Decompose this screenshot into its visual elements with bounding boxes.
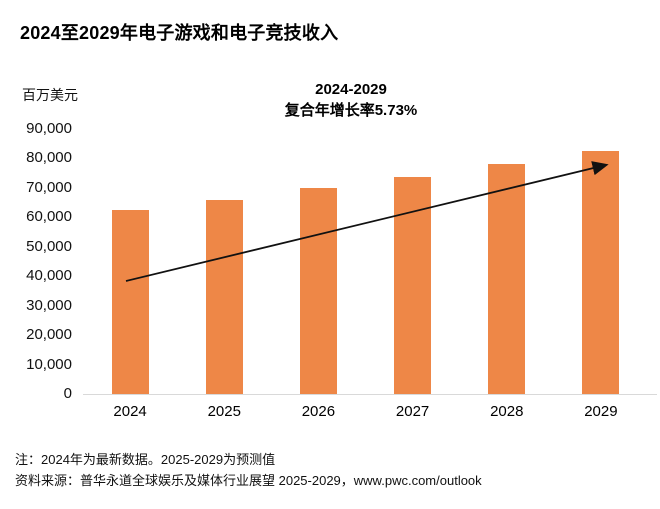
y-tick-0: 0: [63, 385, 72, 402]
y-tick-30000: 30,000: [26, 296, 72, 314]
cagr-annotation: 2024-2029 复合年增长率5.73%: [211, 79, 491, 121]
cagr-annotation-rate: 复合年增长率5.73%: [284, 102, 418, 119]
y-tick-70000: 70,000: [26, 178, 72, 196]
x-label-2029: 2029: [584, 403, 618, 420]
cagr-annotation-period: 2024-2029: [315, 81, 387, 98]
page-title: 2024至2029年电子游戏和电子竞技收入: [20, 23, 339, 43]
footer-notes: 注：2024年为最新数据。2025-2029为预测值 资料来源：普华永道全球娱乐…: [15, 449, 482, 491]
bar-2028: [488, 164, 526, 394]
bar-2025: [205, 199, 243, 394]
y-tick-50000: 50,000: [26, 237, 72, 255]
y-tick-90000: 90,000: [26, 120, 72, 137]
y-tick-20000: 20,000: [26, 326, 72, 344]
bar-2024: [111, 209, 149, 394]
x-label-2025: 2025: [207, 403, 241, 420]
x-label-2027: 2027: [395, 403, 430, 420]
y-tick-80000: 80,000: [26, 149, 72, 167]
bar-2026: [299, 188, 337, 394]
y-axis-unit-label: 百万美元: [22, 87, 78, 103]
x-label-2026: 2026: [301, 403, 336, 420]
y-tick-10000: 10,000: [26, 355, 72, 373]
bar-2027: [394, 176, 432, 394]
source-text: 资料来源：普华永道全球娱乐及媒体行业展望 2025-2029，www.pwc.c…: [15, 473, 482, 488]
x-label-2028: 2028: [490, 403, 524, 420]
x-label-2024: 2024: [113, 403, 147, 420]
y-tick-40000: 40,000: [26, 267, 72, 285]
note-text: 注：2024年为最新数据。2025-2029为预测值: [15, 452, 276, 467]
x-axis-line: [83, 394, 657, 395]
bar-2029: [582, 150, 620, 394]
y-tick-60000: 60,000: [26, 208, 72, 226]
